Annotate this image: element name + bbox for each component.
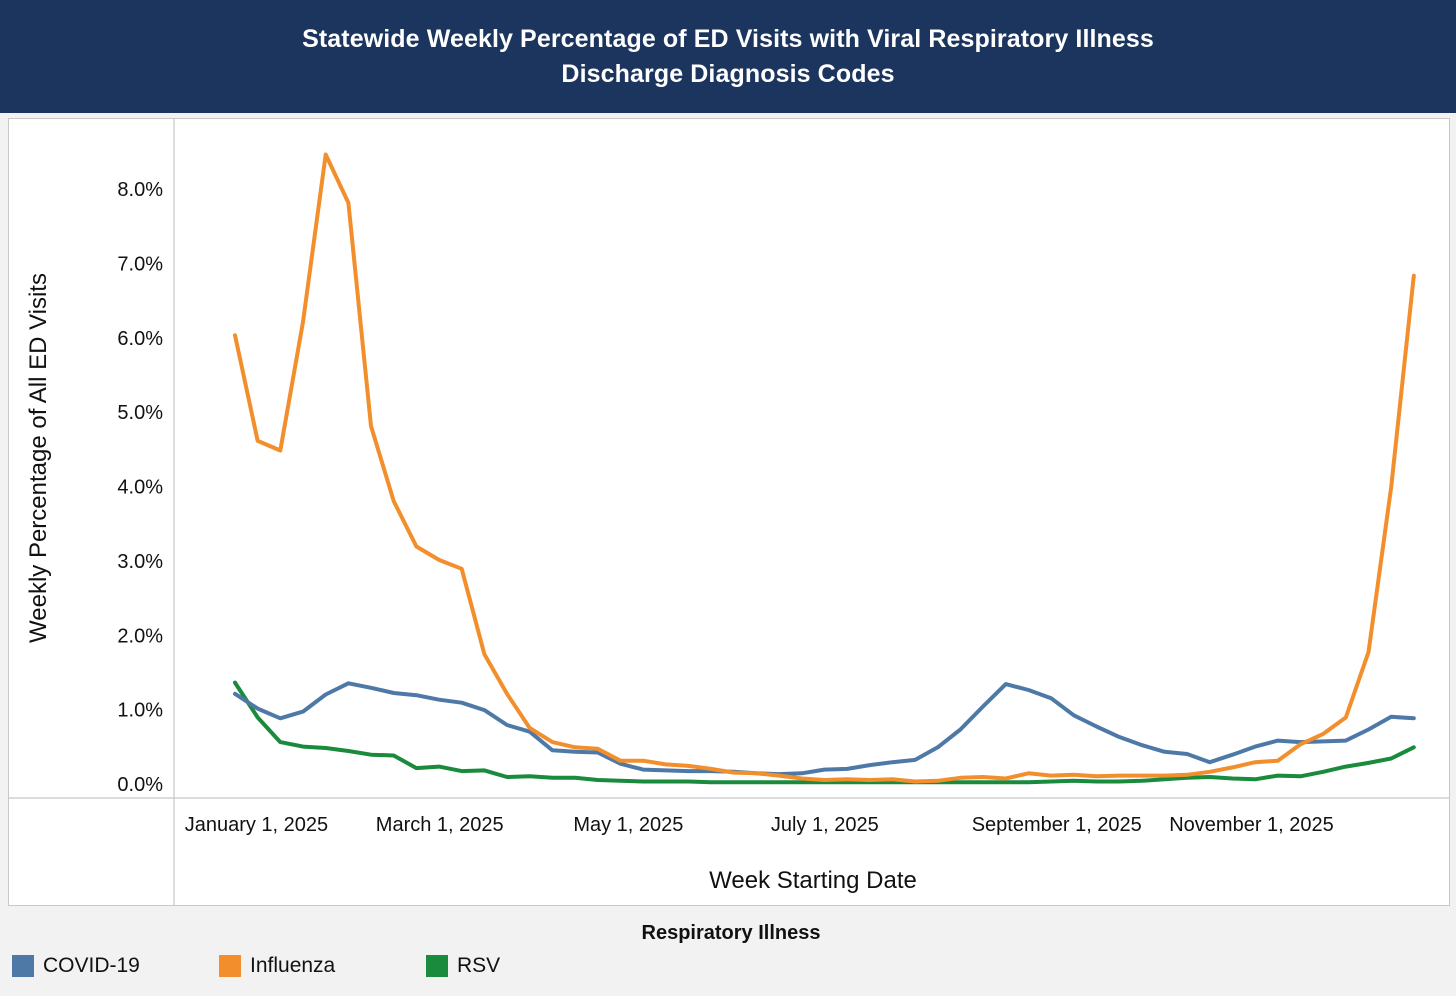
legend-swatch-covid <box>12 955 34 977</box>
y-tick-label: 2.0% <box>117 625 163 647</box>
y-tick-label: 6.0% <box>117 328 163 350</box>
y-tick-label: 3.0% <box>117 551 163 573</box>
legend-swatch-rsv <box>426 955 448 977</box>
chart-title-line-2: Discharge Diagnosis Codes <box>561 59 895 88</box>
legend-label-rsv: RSV <box>457 954 501 977</box>
series-line-influenza <box>233 152 1416 784</box>
legend-swatch-influenza <box>219 955 241 977</box>
legend-label-influenza: Influenza <box>250 954 336 977</box>
y-axis-title: Weekly Percentage of All ED Visits <box>25 273 52 643</box>
x-axis-title: Week Starting Date <box>709 867 917 894</box>
legend-item-rsv[interactable]: RSV <box>426 953 500 979</box>
y-tick-label: 8.0% <box>117 179 163 201</box>
series-line-rsv <box>233 680 1416 785</box>
x-tick-label: September 1, 2025 <box>972 814 1142 836</box>
line-chart: 0.0% 1.0% 2.0% 3.0% 4.0% 5.0% 6.0% 7.0% 8.0% Jan… <box>8 119 1450 905</box>
y-tick-label: 1.0% <box>117 700 163 722</box>
y-tick-label: 4.0% <box>117 477 163 499</box>
x-tick-label: March 1, 2025 <box>376 814 504 836</box>
x-tick-label: May 1, 2025 <box>573 814 683 836</box>
y-tick-label: 5.0% <box>117 402 163 424</box>
legend-item-covid[interactable]: COVID-19 <box>12 953 140 979</box>
series-line-covid-19 <box>233 681 1416 777</box>
x-tick-label: January 1, 2025 <box>185 814 328 836</box>
legend-title: Respiratory Illness <box>641 922 821 944</box>
y-tick-label: 7.0% <box>117 253 163 275</box>
chart-title-line-1: Statewide Weekly Percentage of ED Visits… <box>302 24 1154 53</box>
chart-title: Statewide Weekly Percentage of ED Visits… <box>0 0 1456 113</box>
legend-item-influenza[interactable]: Influenza <box>219 953 335 979</box>
y-tick-label: 0.0% <box>117 774 163 796</box>
legend-label-covid: COVID-19 <box>43 954 140 977</box>
x-tick-label: July 1, 2025 <box>771 814 879 836</box>
chart-panel <box>8 118 1450 906</box>
x-tick-label: November 1, 2025 <box>1169 814 1334 836</box>
